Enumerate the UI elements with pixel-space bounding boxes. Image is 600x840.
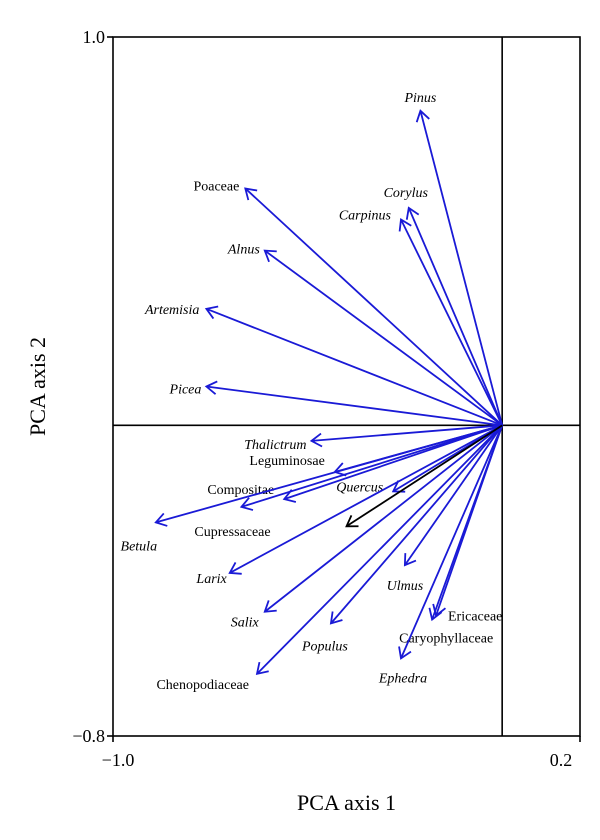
- picea-vector-arrowhead: [204, 380, 218, 395]
- caryophyllaceae-label: Caryophyllaceae: [399, 632, 493, 647]
- y-tick-label-min: −0.8: [72, 726, 105, 746]
- thalictrum-vector-arrowhead: [309, 432, 323, 448]
- betula-label: Betula: [121, 539, 158, 554]
- thalictrum-label: Thalictrum: [244, 438, 306, 453]
- thalictrum-vector-line: [311, 424, 503, 442]
- pinus-vector-arrowhead: [415, 109, 430, 123]
- alnus-vector-line: [264, 249, 503, 427]
- chenopodiaceae-label: Chenopodiaceae: [156, 678, 249, 693]
- vectors-group: Pinus Corylus Carpinus Poaceae Alnus Artemisi…: [121, 91, 504, 693]
- picea-label: Picea: [169, 383, 202, 398]
- supplementary-0-vector-line: [346, 424, 503, 528]
- y-tick-label-max: 1.0: [83, 27, 106, 47]
- populus-vector-arrowhead: [329, 611, 343, 625]
- corylus-vector-line: [407, 207, 503, 426]
- cupressaceae-vector-line: [241, 424, 503, 508]
- carpinus-label: Carpinus: [339, 209, 392, 224]
- ephedra-vector-line: [400, 424, 503, 659]
- carpinus-vector-line: [400, 219, 503, 426]
- supplementary-0-vector-arrowhead: [345, 514, 359, 528]
- ulmus-vector-line: [404, 424, 503, 566]
- compositae-label: Compositae: [207, 483, 274, 498]
- artemisia-label: Artemisia: [144, 303, 199, 318]
- salix-vector-arrowhead: [263, 600, 277, 613]
- y-axis-title: PCA axis 2: [25, 337, 50, 436]
- artemisia-vector-line: [206, 307, 503, 427]
- chenopodiaceae-vector-arrowhead: [255, 661, 269, 676]
- salix-vector-line: [264, 424, 503, 613]
- larix-label: Larix: [195, 572, 227, 587]
- x-tick-label-max: 0.2: [550, 750, 573, 770]
- carpinus-vector-arrowhead: [398, 218, 412, 232]
- quercus-label: Quercus: [336, 480, 383, 495]
- poaceae-vector-line: [244, 187, 503, 426]
- artemisia-vector-arrowhead: [204, 305, 219, 320]
- ulmus-label: Ulmus: [387, 579, 424, 594]
- populus-vector-line: [330, 424, 503, 624]
- caryophyllaceae-vector-line: [431, 425, 504, 620]
- corylus-vector-arrowhead: [405, 206, 420, 220]
- alnus-label: Alnus: [227, 243, 260, 258]
- ephedra-vector-arrowhead: [398, 646, 412, 660]
- leguminosae-label: Leguminosae: [249, 454, 324, 469]
- cupressaceae-vector-arrowhead: [239, 497, 254, 511]
- betula-vector-line: [155, 424, 503, 524]
- larix-vector-arrowhead: [228, 561, 242, 575]
- corylus-label: Corylus: [384, 186, 429, 201]
- x-axis-title: PCA axis 1: [297, 790, 396, 815]
- betula-vector-arrowhead: [154, 512, 168, 527]
- ericaceae-label: Ericaceae: [448, 610, 502, 625]
- pinus-label: Pinus: [403, 91, 436, 106]
- pinus-vector-line: [419, 110, 504, 426]
- chenopodiaceae-vector-line: [256, 424, 503, 675]
- alnus-vector-arrowhead: [263, 249, 277, 263]
- larix-vector-line: [229, 424, 503, 574]
- populus-label: Populus: [301, 639, 348, 654]
- poaceae-label: Poaceae: [193, 179, 239, 194]
- ulmus-vector-arrowhead: [403, 553, 417, 567]
- plot-frame: [112, 36, 581, 737]
- poaceae-vector-arrowhead: [244, 187, 258, 201]
- salix-label: Salix: [231, 616, 260, 631]
- ephedra-label: Ephedra: [378, 671, 427, 686]
- picea-vector-line: [206, 385, 503, 427]
- x-tick-label-min: −1.0: [102, 750, 135, 770]
- caryophyllaceae-vector-arrowhead: [428, 607, 443, 622]
- cupressaceae-label: Cupressaceae: [194, 525, 270, 540]
